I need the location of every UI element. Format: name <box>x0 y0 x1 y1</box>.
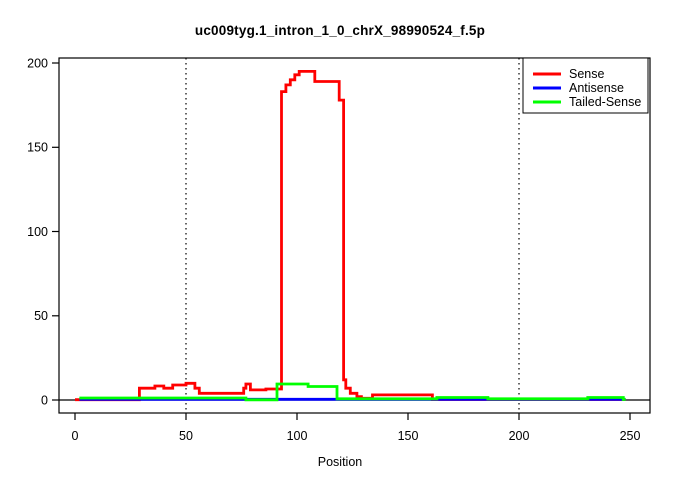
legend-label-antisense: Antisense <box>569 81 624 95</box>
y-tick-label: 50 <box>34 309 48 323</box>
x-tick-label: 50 <box>179 429 193 443</box>
y-tick-label: 200 <box>27 56 48 70</box>
series-sense <box>75 70 626 402</box>
x-tick-label: 200 <box>509 429 530 443</box>
x-axis-label: Position <box>317 455 363 469</box>
legend-label-tailed-sense: Tailed-Sense <box>569 95 641 109</box>
x-tick-label: 0 <box>72 429 79 443</box>
y-tick-label: 150 <box>27 141 48 155</box>
y-tick-label: 100 <box>27 225 48 239</box>
plot-box <box>58 57 651 414</box>
x-tick-label: 150 <box>398 429 419 443</box>
plot-title: uc009tyg.1_intron_1_0_chrX_98990524_f.5p <box>194 23 486 38</box>
y-tick-label: 0 <box>41 393 48 407</box>
legend-box <box>522 57 649 114</box>
x-tick-label: 100 <box>287 429 308 443</box>
series-tailed-sense <box>79 382 626 402</box>
legend-label-sense: Sense <box>569 67 604 81</box>
x-tick-label: 250 <box>620 429 641 443</box>
